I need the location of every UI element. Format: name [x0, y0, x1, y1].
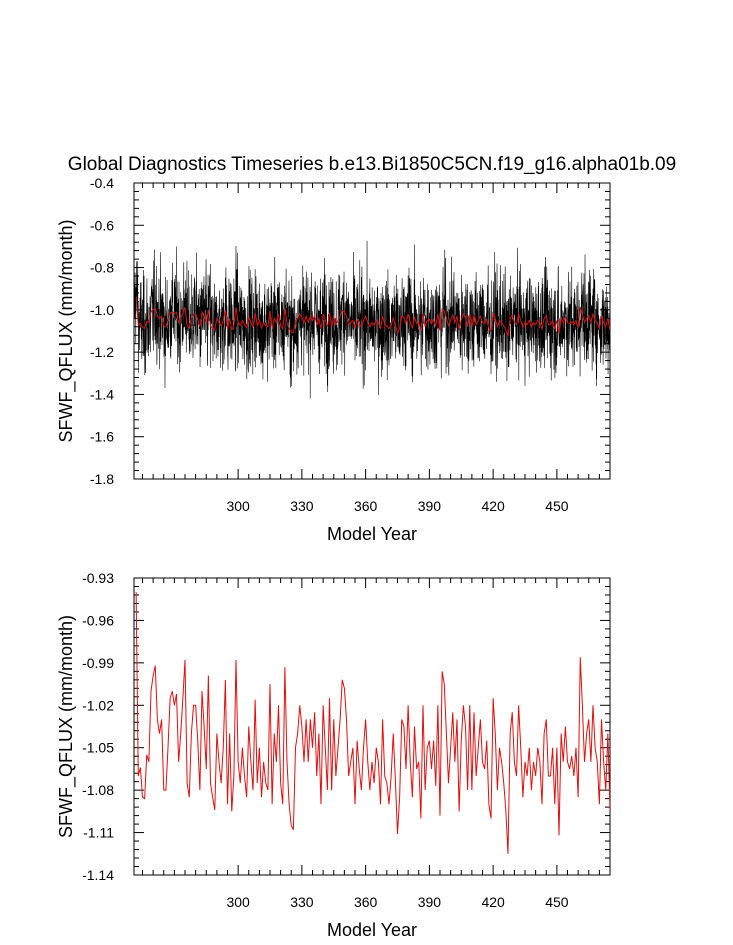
y-tick-label: -1.02 [82, 697, 114, 713]
y-axis-label: SFWF_QFLUX (mm/month) [56, 615, 77, 838]
x-tick-label: 450 [545, 498, 569, 514]
x-axis-label: Model Year [327, 920, 417, 940]
y-tick-label: -1.8 [90, 471, 114, 487]
y-tick-label: -1.14 [82, 867, 114, 883]
y-tick-label: -0.6 [90, 217, 114, 233]
x-tick-label: 360 [354, 498, 378, 514]
y-tick-label: -0.8 [90, 260, 114, 276]
plot-frame [133, 577, 611, 876]
annual-mean-line [135, 297, 610, 337]
y-tick-label: -1.08 [82, 782, 114, 798]
y-tick-label: -1.0 [90, 302, 114, 318]
x-tick-label: 360 [354, 894, 378, 910]
x-axis-label: Model Year [327, 524, 417, 544]
top-panel: 300 330 360 390 420 450 -1.8 -1.6 -1.4 -1.2 -1.0 -0… [56, 175, 611, 544]
x-tick-label: 420 [481, 894, 505, 910]
x-tick-label: 330 [290, 894, 314, 910]
figure-title: Global Diagnostics Timeseries b.e13.Bi18… [68, 154, 676, 175]
monthly-series-line [134, 240, 610, 399]
y-tick-label: -1.6 [90, 429, 114, 445]
annual-mean-line [135, 592, 610, 854]
y-axis-label: SFWF_QFLUX (mm/month) [56, 219, 77, 442]
x-tick-label: 450 [545, 894, 569, 910]
y-tick-label: -0.96 [82, 612, 114, 628]
y-tick-label: -1.4 [90, 386, 114, 402]
x-tick-label: 330 [290, 498, 314, 514]
y-tick-label: -0.99 [82, 655, 114, 671]
bottom-panel: 300 330 360 390 420 450 -1.14 -1.11 -1.08 -1.05 -1… [56, 570, 611, 940]
y-tick-label: -1.11 [83, 825, 114, 841]
y-tick-label: -0.4 [90, 175, 114, 191]
y-tick-label: -1.05 [82, 740, 114, 756]
x-tick-label: 420 [481, 498, 505, 514]
x-tick-label: 390 [418, 894, 442, 910]
x-tick-label: 390 [418, 498, 442, 514]
x-tick-label: 300 [226, 498, 250, 514]
y-tick-label: -1.2 [90, 344, 114, 360]
y-tick-label: -0.93 [82, 570, 114, 586]
x-tick-label: 300 [226, 894, 250, 910]
